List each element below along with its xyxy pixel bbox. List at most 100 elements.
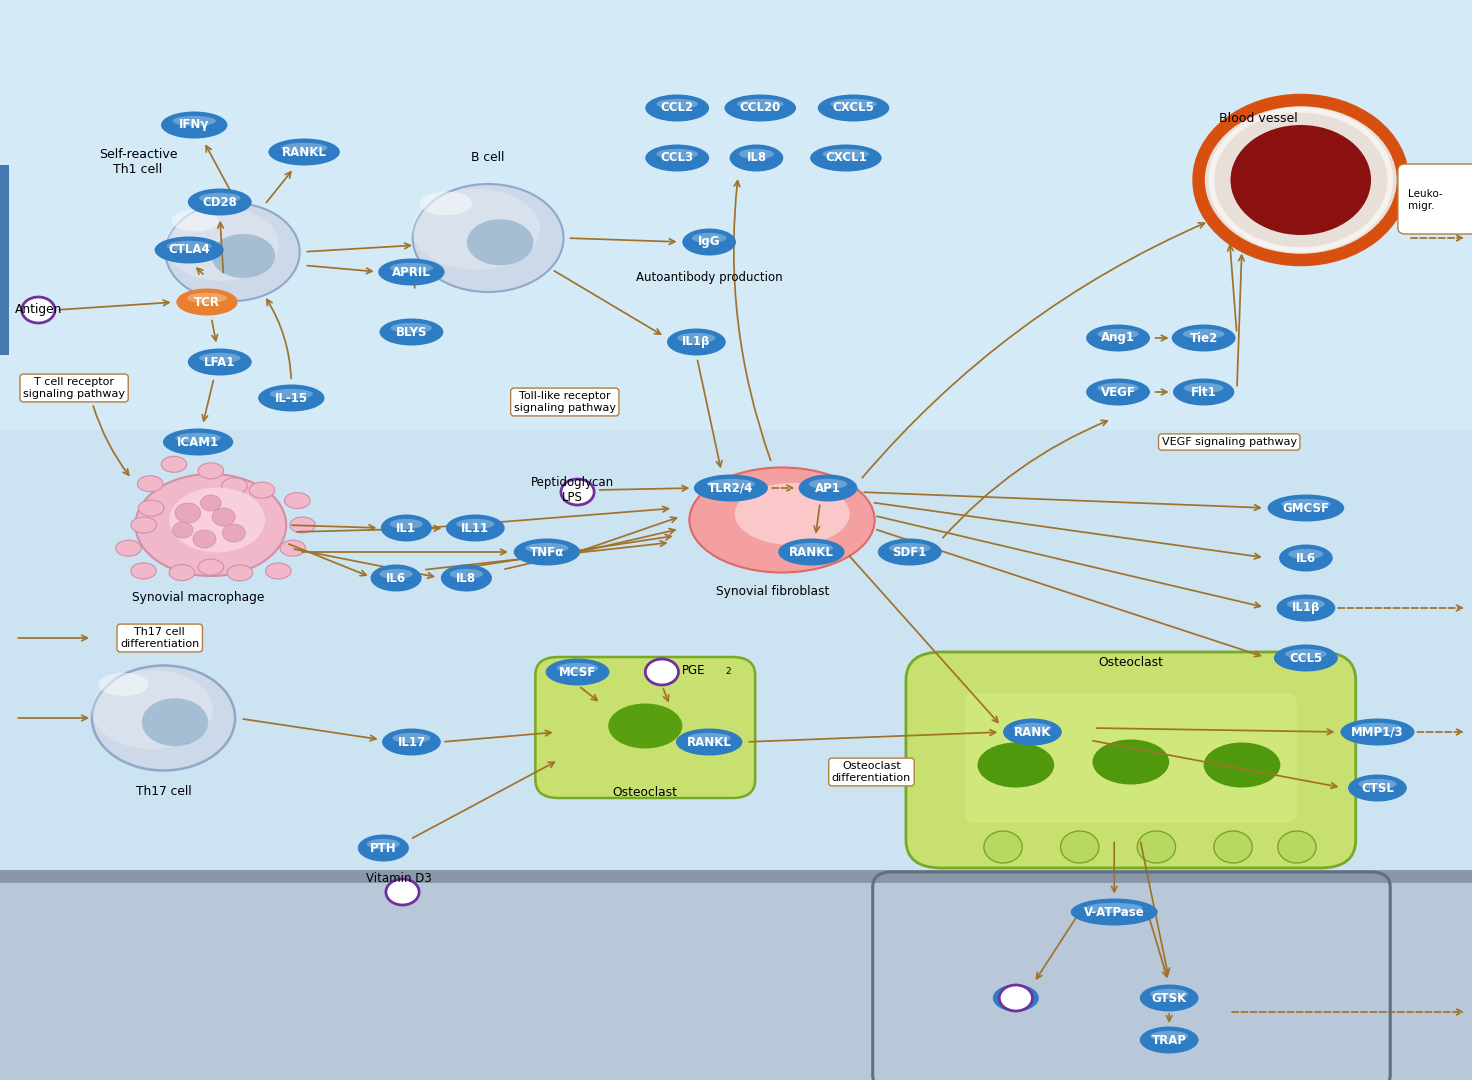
Ellipse shape — [737, 98, 783, 109]
Ellipse shape — [1279, 544, 1332, 571]
Text: Th17 cell
differentiation: Th17 cell differentiation — [121, 627, 199, 649]
Text: IL8: IL8 — [746, 151, 767, 164]
Ellipse shape — [412, 189, 540, 270]
Ellipse shape — [1353, 723, 1401, 733]
Ellipse shape — [1173, 378, 1235, 405]
Text: VEGF signaling pathway: VEGF signaling pathway — [1161, 437, 1297, 447]
Ellipse shape — [284, 492, 311, 509]
Text: IL1β: IL1β — [1292, 602, 1320, 615]
Text: AP1: AP1 — [815, 482, 841, 495]
Ellipse shape — [450, 569, 483, 579]
Ellipse shape — [456, 518, 495, 529]
Ellipse shape — [380, 319, 443, 346]
Ellipse shape — [1150, 989, 1188, 999]
Ellipse shape — [165, 207, 278, 281]
Text: TRAP: TRAP — [1151, 1034, 1186, 1047]
Ellipse shape — [693, 474, 768, 501]
Ellipse shape — [268, 138, 340, 165]
Text: Self-reactive
Th1 cell: Self-reactive Th1 cell — [99, 148, 177, 176]
Text: Th17 cell: Th17 cell — [135, 785, 191, 798]
Ellipse shape — [138, 500, 163, 516]
Circle shape — [22, 297, 54, 323]
Ellipse shape — [367, 839, 400, 849]
FancyBboxPatch shape — [905, 652, 1356, 868]
Ellipse shape — [175, 433, 221, 443]
Circle shape — [200, 495, 221, 511]
Ellipse shape — [99, 673, 149, 696]
Text: CTLA4: CTLA4 — [168, 243, 210, 256]
Ellipse shape — [645, 94, 710, 121]
Ellipse shape — [1138, 831, 1176, 863]
Ellipse shape — [381, 514, 431, 541]
Ellipse shape — [467, 219, 533, 266]
Ellipse shape — [1013, 723, 1051, 733]
Ellipse shape — [420, 191, 473, 215]
Text: CXCL5: CXCL5 — [833, 102, 874, 114]
Text: RANKL: RANKL — [687, 735, 732, 748]
Ellipse shape — [227, 565, 253, 581]
Ellipse shape — [546, 659, 609, 686]
Ellipse shape — [1092, 740, 1169, 784]
Text: Vitamin D3: Vitamin D3 — [365, 872, 431, 885]
Text: IL17: IL17 — [397, 735, 425, 748]
Ellipse shape — [199, 193, 240, 203]
Ellipse shape — [877, 539, 942, 566]
Text: PTH: PTH — [369, 841, 396, 854]
Ellipse shape — [166, 241, 212, 251]
Ellipse shape — [412, 184, 564, 292]
Ellipse shape — [1002, 718, 1061, 745]
Ellipse shape — [199, 353, 240, 363]
Ellipse shape — [1097, 328, 1139, 339]
FancyBboxPatch shape — [536, 657, 755, 798]
Ellipse shape — [440, 565, 492, 592]
Text: ICAM1: ICAM1 — [177, 435, 219, 448]
Ellipse shape — [1285, 649, 1326, 659]
Ellipse shape — [137, 475, 163, 491]
Ellipse shape — [155, 237, 224, 264]
Ellipse shape — [676, 729, 742, 756]
Text: TCR: TCR — [194, 296, 219, 309]
Ellipse shape — [131, 517, 156, 534]
Ellipse shape — [1060, 831, 1100, 863]
Ellipse shape — [199, 559, 224, 576]
Ellipse shape — [280, 540, 306, 556]
Text: Ang1: Ang1 — [1101, 332, 1135, 345]
Ellipse shape — [1359, 779, 1397, 789]
Circle shape — [222, 524, 246, 542]
Circle shape — [212, 508, 236, 526]
Text: VEGF: VEGF — [1101, 386, 1135, 399]
Ellipse shape — [608, 703, 683, 748]
Ellipse shape — [1183, 328, 1225, 339]
Ellipse shape — [992, 985, 1039, 1012]
Text: Peptidoglycan
LPS: Peptidoglycan LPS — [531, 476, 614, 504]
Ellipse shape — [135, 474, 286, 576]
Ellipse shape — [446, 514, 505, 541]
Ellipse shape — [258, 384, 324, 411]
Ellipse shape — [1288, 549, 1323, 559]
Text: LFA1: LFA1 — [205, 355, 236, 368]
Ellipse shape — [199, 463, 224, 478]
Ellipse shape — [383, 729, 440, 756]
Text: CTSL: CTSL — [1362, 782, 1394, 795]
Text: 2: 2 — [726, 667, 732, 676]
Ellipse shape — [1183, 382, 1223, 393]
Ellipse shape — [390, 323, 433, 333]
Ellipse shape — [739, 149, 774, 159]
Ellipse shape — [1139, 1026, 1198, 1053]
Text: IL6: IL6 — [386, 571, 406, 584]
Text: CCL2: CCL2 — [661, 102, 693, 114]
Ellipse shape — [1150, 1030, 1188, 1041]
Ellipse shape — [830, 98, 877, 109]
Ellipse shape — [222, 477, 247, 494]
Ellipse shape — [265, 563, 291, 579]
Circle shape — [386, 879, 420, 905]
Circle shape — [561, 480, 595, 505]
Ellipse shape — [371, 565, 421, 592]
Ellipse shape — [526, 543, 568, 553]
Ellipse shape — [1276, 594, 1335, 621]
Ellipse shape — [91, 665, 236, 770]
Text: TLR2/4: TLR2/4 — [708, 482, 754, 495]
Ellipse shape — [514, 539, 580, 566]
Ellipse shape — [657, 149, 698, 159]
Ellipse shape — [269, 389, 314, 400]
